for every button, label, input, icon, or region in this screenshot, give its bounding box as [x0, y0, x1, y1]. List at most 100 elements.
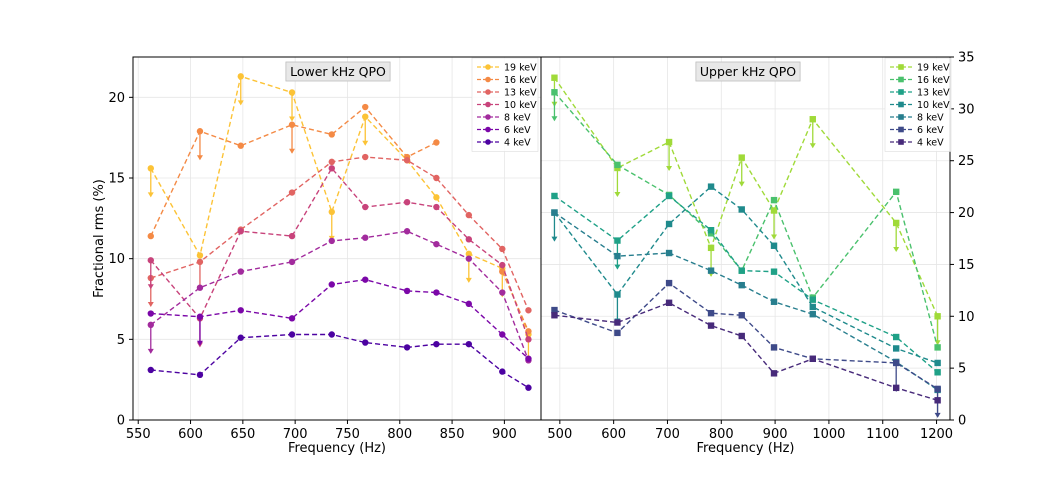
legend-marker	[485, 139, 491, 145]
data-point	[665, 249, 673, 257]
data-point	[707, 322, 715, 329]
series-line	[150, 230, 530, 361]
y-tick-label: 20	[108, 91, 125, 106]
series-line	[501, 271, 530, 332]
data-point	[237, 73, 244, 80]
data-point	[614, 319, 621, 326]
data-point	[196, 313, 204, 320]
data-point	[403, 344, 411, 351]
upper-limit-arrowhead	[551, 116, 558, 122]
x-tick-label: 750	[335, 427, 360, 442]
data-point	[196, 371, 204, 379]
legend-label: 10 keV	[917, 100, 950, 111]
data-point	[147, 165, 154, 172]
data-point	[525, 384, 532, 391]
legend-marker	[485, 76, 491, 83]
data-point	[237, 228, 244, 235]
upper-limit-arrowhead	[289, 148, 296, 154]
data-point	[892, 345, 900, 352]
data-point	[551, 89, 558, 96]
data-point	[934, 385, 941, 393]
data-point	[288, 232, 296, 240]
data-point	[328, 281, 335, 288]
x-tick-label: 500	[547, 427, 572, 442]
data-point	[892, 333, 900, 341]
data-point	[328, 165, 335, 172]
data-point	[892, 384, 900, 392]
legend-marker	[898, 139, 904, 145]
series-line	[553, 185, 938, 364]
x-tick-label: 800	[709, 427, 734, 442]
data-point	[770, 242, 778, 249]
series-10-kev	[147, 165, 532, 348]
legend-label: 8 keV	[917, 113, 944, 124]
data-point	[362, 203, 369, 211]
series-4-kev	[147, 331, 532, 391]
legend-label: 13 keV	[504, 88, 537, 99]
x-tick-label: 700	[655, 427, 680, 442]
axes-frame	[540, 56, 951, 421]
data-point	[770, 196, 778, 204]
x-tick-label: 1200	[920, 427, 953, 442]
series-line	[553, 77, 939, 317]
legend-marker	[898, 76, 904, 83]
data-point	[147, 232, 154, 240]
data-point	[433, 240, 440, 248]
data-point	[551, 74, 558, 81]
upper-limit-arrowhead	[551, 236, 558, 242]
data-point	[465, 236, 473, 243]
upper-limit-arrowhead	[614, 264, 621, 270]
data-point	[288, 258, 296, 266]
upper-limit-arrowhead	[196, 155, 203, 161]
series-line	[150, 333, 529, 389]
data-point	[147, 310, 154, 317]
data-point	[551, 312, 558, 319]
data-point	[707, 227, 715, 234]
panel-title: Lower kHz QPO	[290, 64, 386, 79]
data-point	[237, 142, 244, 149]
data-point	[403, 287, 411, 295]
data-point	[738, 267, 745, 274]
legend-label: 6 keV	[917, 125, 944, 136]
upper-limit-arrowhead	[147, 284, 154, 290]
x-tick-label: 700	[283, 427, 308, 442]
data-point	[362, 153, 369, 161]
y-tick-label: 10	[958, 310, 975, 325]
y-tick-label: 0	[958, 414, 966, 429]
data-point	[499, 368, 506, 375]
legend-marker	[485, 114, 491, 120]
data-point	[934, 369, 941, 376]
data-point	[237, 334, 244, 341]
data-point	[499, 261, 506, 269]
data-point	[551, 306, 558, 314]
data-point	[196, 284, 204, 291]
series-line	[150, 156, 530, 311]
data-point	[809, 116, 816, 123]
y-tick-label: 20	[958, 206, 975, 221]
y-tick-label: 15	[958, 258, 975, 273]
legend-marker	[485, 89, 491, 95]
data-point	[707, 183, 715, 190]
data-point	[499, 331, 506, 338]
upper-limit-arrowhead	[738, 181, 745, 187]
upper-limit-arrowhead	[196, 340, 203, 346]
upper-limit-arrowhead	[147, 348, 154, 354]
series-line	[554, 211, 939, 391]
x-axis-label: Frequency (Hz)	[288, 441, 386, 456]
data-point	[147, 257, 154, 264]
data-point	[328, 237, 335, 245]
legend-label: 19 keV	[917, 63, 950, 74]
upper-khz-qpo-panel: 500 600 700 800 900 1000 1100 1200 0 5 10 15 20 25 30 3…	[540, 51, 975, 456]
data-point	[738, 206, 745, 213]
legend-marker	[485, 64, 491, 70]
y-tick-label: 15	[108, 172, 125, 187]
series-13-kev	[551, 192, 941, 376]
x-tick-label: 1100	[866, 427, 899, 442]
data-point	[934, 397, 941, 404]
series-line	[554, 302, 938, 401]
data-point	[770, 370, 778, 377]
data-point	[770, 298, 778, 305]
data-point	[403, 199, 411, 206]
data-point	[433, 174, 440, 182]
